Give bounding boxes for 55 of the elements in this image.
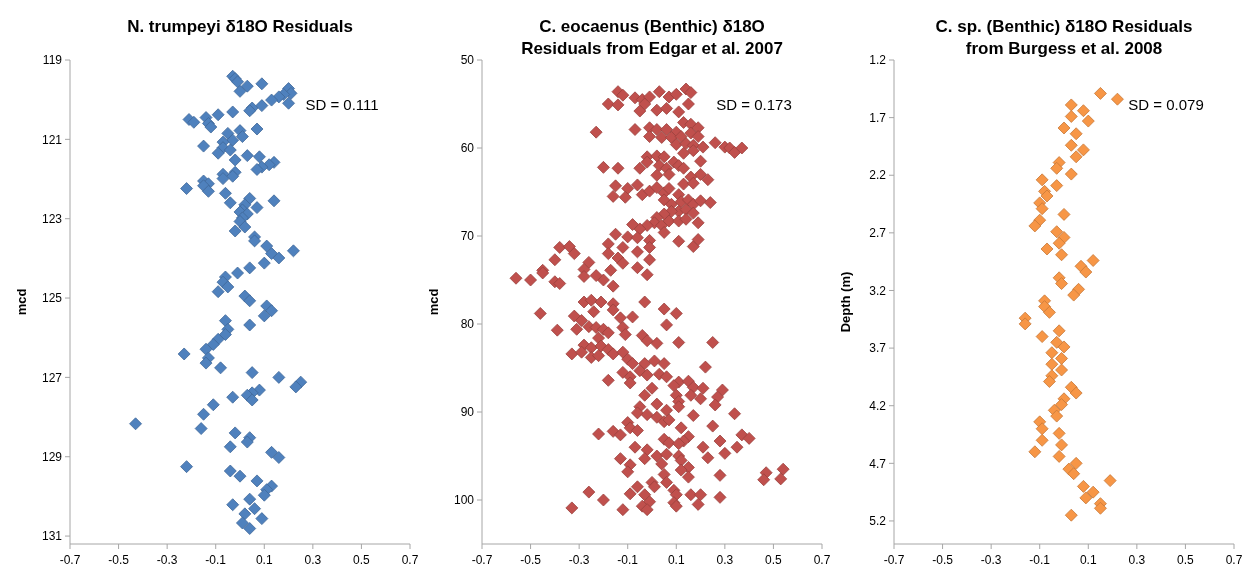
y-tick-label: 3.2 (869, 283, 887, 298)
y-tick-label: 125 (41, 291, 63, 306)
x-tick-label: -0.5 (932, 553, 954, 567)
annotation: SD = 0.173 (716, 96, 792, 113)
y-tick-label: 60 (460, 141, 475, 156)
x-tick-label: 0.5 (1177, 553, 1195, 567)
x-tick-label: 0.3 (304, 553, 322, 567)
annotation: SD = 0.111 (305, 96, 379, 113)
y-tick-label: 119 (42, 53, 63, 68)
x-tick-label: 0.1 (255, 553, 273, 567)
x-tick-label: -0.3 (156, 553, 178, 567)
y-tick-label: 2.7 (869, 226, 887, 241)
y-tick-label: 123 (41, 211, 63, 226)
annotation: SD = 0.079 (1128, 96, 1204, 113)
chart-title: C. sp. (Benthic) δ18O Residuals from Burgess et al. 2008 (935, 17, 1193, 58)
x-tick-label: 0.3 (716, 553, 734, 567)
x-tick-label: -0.1 (1029, 553, 1051, 567)
x-tick-label: 0.1 (1079, 553, 1097, 567)
y-tick-label: 129 (41, 449, 63, 464)
y-tick-label: 100 (453, 493, 475, 508)
y-tick-label: 90 (460, 405, 475, 420)
y-tick-label: 3.7 (869, 341, 887, 356)
y-tick-label: 5.2 (869, 514, 887, 529)
x-tick-label: -0.3 (980, 553, 1002, 567)
y-axis-title: Depth (m) (838, 271, 853, 333)
x-tick-label: 0.7 (813, 553, 831, 567)
x-tick-label: -0.7 (59, 553, 81, 567)
y-tick-label: 70 (460, 229, 475, 244)
y-tick-label: 121 (41, 132, 63, 147)
x-tick-label: 0.5 (353, 553, 371, 567)
y-tick-label: 4.2 (869, 398, 887, 413)
x-tick-label: -0.7 (471, 553, 493, 567)
chart-title: C. eocaenus (Benthic) δ18O Residuals from Edgar et al. 2007 (521, 17, 783, 58)
y-tick-label: 50 (460, 53, 475, 68)
y-tick-label: 127 (41, 370, 63, 385)
y-tick-label: 2.2 (869, 168, 887, 183)
x-tick-label: -0.1 (617, 553, 639, 567)
x-tick-label: 0.3 (1128, 553, 1146, 567)
x-tick-label: -0.5 (520, 553, 542, 567)
y-tick-label: 1.7 (869, 110, 887, 125)
y-tick-label: 80 (460, 317, 475, 332)
x-tick-label: 0.7 (401, 553, 419, 567)
y-axis-title: mcd (14, 288, 29, 316)
y-tick-label: 1.2 (869, 53, 887, 68)
x-tick-label: -0.1 (205, 553, 227, 567)
y-axis-title: mcd (426, 288, 441, 316)
x-tick-label: 0.5 (765, 553, 783, 567)
y-tick-label: 4.7 (869, 456, 887, 471)
y-tick-label: 131 (41, 529, 63, 544)
x-tick-label: -0.7 (883, 553, 905, 567)
x-tick-label: 0.7 (1225, 553, 1243, 567)
chart-title: N. trumpeyi δ18O Residuals (127, 17, 353, 36)
x-tick-label: -0.3 (568, 553, 590, 567)
x-tick-label: 0.1 (667, 553, 685, 567)
x-tick-label: -0.5 (108, 553, 130, 567)
